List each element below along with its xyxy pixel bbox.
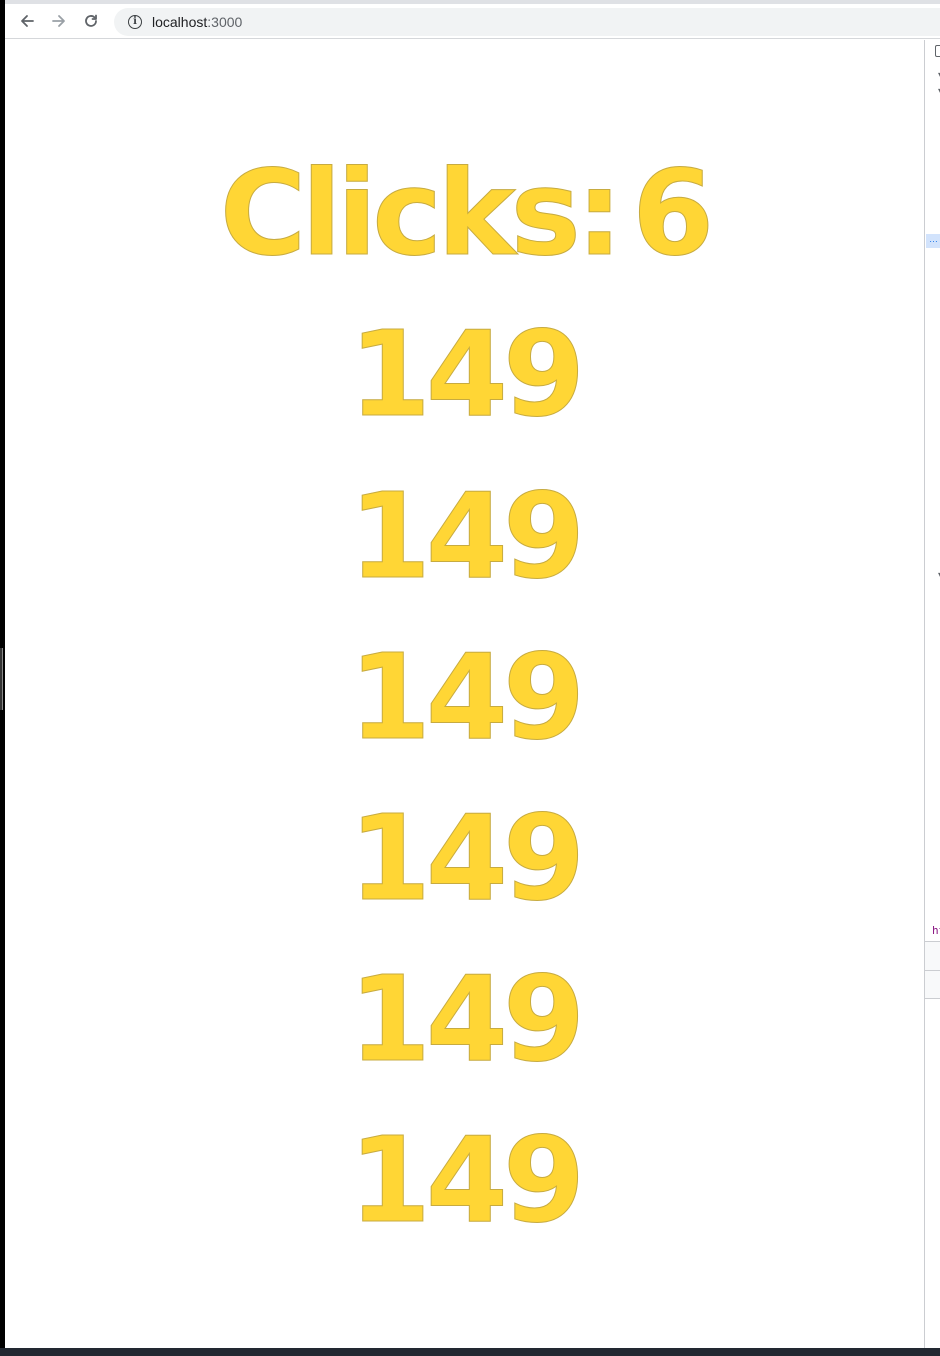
arrow-right-icon [52,15,65,27]
click-counter[interactable]: Clicks: 6 [5,148,924,279]
left-resize-handle[interactable] [0,648,3,710]
url-port: :3000 [207,14,243,30]
info-icon[interactable]: i [128,15,142,29]
expand-arrow-icon[interactable]: ▾ [938,86,940,95]
expand-arrow-icon[interactable]: ▾ [938,70,940,79]
device-toolbar-icon[interactable] [935,45,940,57]
number-item: 149 [348,467,585,605]
number-item: 149 [348,789,585,927]
tab-strip [0,0,940,4]
number-item: 149 [348,305,585,443]
number-item: 149 [348,628,585,766]
clicks-value: 6 [632,144,715,282]
styles-pane [925,941,940,999]
number-item: 149 [348,1111,585,1249]
page-content: Clicks: 6 149 149 149 149 149 149 [5,40,924,1347]
divider [925,970,940,971]
breadcrumb-html-tag[interactable]: ht [932,924,940,937]
browser-toolbar: i localhost:3000 [5,4,940,39]
expand-arrow-icon[interactable]: ▾ [938,570,940,579]
reload-icon [85,14,97,27]
devtools-panel[interactable]: ▾ ▾ … ▾ ht [924,40,940,1348]
selected-node-ellipsis[interactable]: … [926,234,940,248]
back-button[interactable] [14,8,40,34]
reload-button[interactable] [78,8,104,34]
clicks-label: Clicks: [219,144,623,282]
number-item: 149 [348,950,585,1088]
arrow-left-icon [21,15,34,27]
forward-button[interactable] [46,8,72,34]
address-bar[interactable]: i localhost:3000 [114,8,940,36]
url-text[interactable]: localhost:3000 [152,14,242,30]
taskbar [0,1348,940,1356]
url-host: localhost [152,14,208,30]
